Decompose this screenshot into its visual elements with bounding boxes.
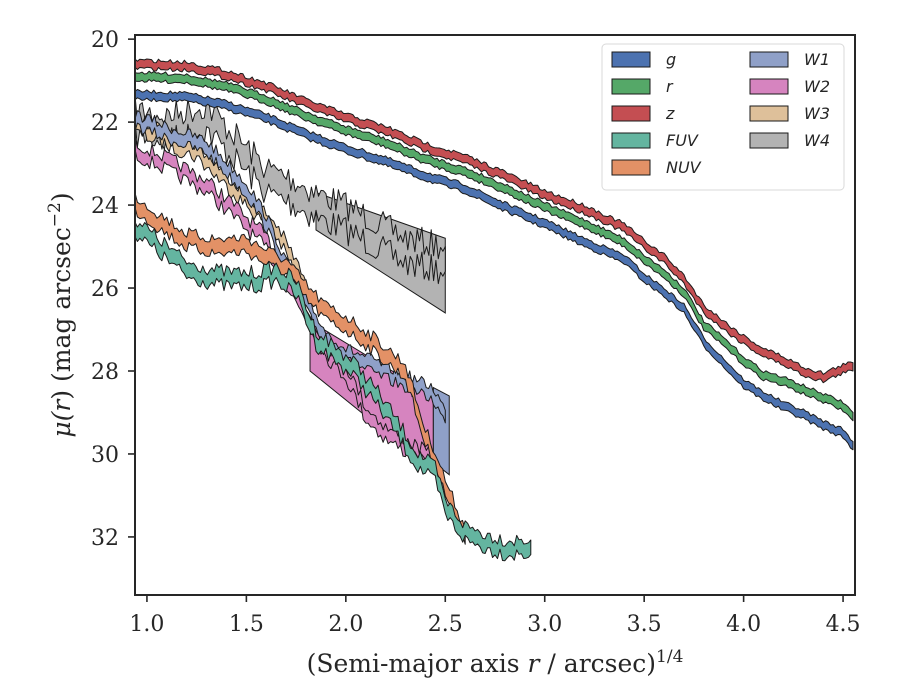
series-w4-band xyxy=(135,94,446,285)
x-axis-label-pre: (Semi-major axis xyxy=(307,649,528,678)
y-tick-label: 26 xyxy=(91,277,119,302)
x-tick-label: 3.0 xyxy=(527,612,562,637)
legend-swatch-nuv xyxy=(611,159,651,176)
legend-swatch-r xyxy=(611,78,651,95)
legend-swatch-z xyxy=(611,105,651,122)
legend-label-g: g xyxy=(666,50,676,69)
y-axis-label-sup: −2 xyxy=(45,202,65,227)
y-axis-label-end: ) xyxy=(47,192,76,202)
legend-swatch-w3 xyxy=(749,105,789,122)
plot-frame xyxy=(134,34,856,596)
legend-swatch-fuv xyxy=(611,132,651,149)
legend-label-nuv: NUV xyxy=(666,158,702,177)
y-axis-label-mu: μ( xyxy=(47,410,76,437)
x-tick-label: 4.0 xyxy=(726,612,761,637)
legend-label-w2: W2 xyxy=(804,77,830,96)
legend-label-fuv: FUV xyxy=(666,131,699,150)
legend-label-w3: W3 xyxy=(804,104,830,123)
x-tick-label: 2.5 xyxy=(428,612,463,637)
x-axis-label-var: r xyxy=(528,649,542,678)
x-tick-label: 2.0 xyxy=(328,612,363,637)
y-tick-label: 24 xyxy=(91,194,119,219)
legend-label-r: r xyxy=(666,77,674,96)
y-tick-label: 28 xyxy=(91,360,119,385)
series-nuv-band xyxy=(135,192,466,545)
x-tick-label: 1.5 xyxy=(229,612,264,637)
series-r-band xyxy=(135,70,854,422)
legend-swatch-g xyxy=(611,51,651,68)
y-axis-label-var: r xyxy=(47,398,76,412)
x-axis-label: (Semi-major axis r / arcsec)1/4 xyxy=(307,647,684,678)
series-z-band xyxy=(135,58,854,384)
legend-label-w4: W4 xyxy=(804,131,830,150)
legend-swatch-w1 xyxy=(749,51,789,68)
y-tick-label: 32 xyxy=(91,526,119,551)
legend-label-w1: W1 xyxy=(804,50,830,69)
y-axis-label: μ(r) (mag arcsec−2) xyxy=(45,192,76,437)
y-axis: 20 22 24 26 28 30 32 xyxy=(91,28,135,551)
x-tick-label: 3.5 xyxy=(627,612,662,637)
legend-swatch-w4 xyxy=(749,132,789,149)
y-tick-label: 30 xyxy=(91,443,119,468)
legend: grz FUV NUV W1 W2 W3 W4 xyxy=(601,43,845,191)
x-axis: 1.0 1.5 2.0 2.5 3.0 3.5 4.0 4.5 xyxy=(129,595,861,637)
y-tick-label: 20 xyxy=(91,28,119,53)
plot-area xyxy=(135,58,854,562)
x-tick-label: 1.0 xyxy=(129,612,164,637)
x-axis-label-sup: 1/4 xyxy=(656,647,683,667)
series-g-band xyxy=(135,89,854,451)
series-fuv-band xyxy=(135,221,532,562)
x-tick-label: 4.5 xyxy=(826,612,861,637)
y-tick-label: 22 xyxy=(91,111,119,136)
x-axis-label-mid: / arcsec) xyxy=(539,649,656,678)
legend-swatch-w2 xyxy=(749,78,789,95)
y-axis-label-mid: ) (mag arcsec xyxy=(47,227,76,400)
legend-label-z: z xyxy=(665,104,675,123)
